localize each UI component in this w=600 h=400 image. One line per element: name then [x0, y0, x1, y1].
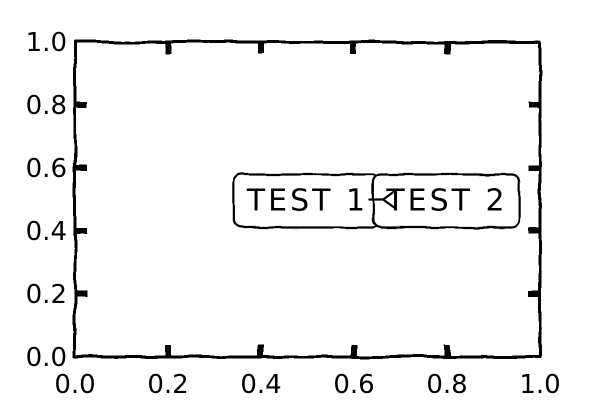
x-tick-labels: 0.0 0.2 0.4 0.6 0.8 1.0: [54, 370, 560, 400]
annotation-1: TEST 1: [232, 173, 382, 229]
x-tick-label: 1.0: [519, 370, 560, 400]
y-tick-label: 0.8: [26, 91, 67, 121]
x-tick-label: 0.4: [240, 370, 281, 400]
y-tick-label: 0.0: [26, 343, 67, 373]
x-tick-label: 0.6: [333, 370, 374, 400]
annotation-box: [372, 173, 521, 229]
annotation-text: TEST 2: [385, 184, 507, 219]
annotation-2: TEST 2: [372, 173, 521, 229]
y-tick-label: 0.4: [26, 217, 67, 247]
annotation-arrowhead: [382, 190, 396, 209]
x-tick-label: 0.8: [426, 370, 467, 400]
y-tick-label: 0.2: [26, 280, 67, 310]
plot-frame: [73, 40, 542, 359]
x-tick-label: 0.2: [147, 370, 188, 400]
axis-ticks: [75, 42, 540, 357]
x-tick-label: 0.0: [54, 370, 95, 400]
annotation-text: TEST 1: [246, 184, 368, 219]
annotations: TEST 1 TEST 2: [232, 173, 521, 229]
y-tick-label: 1.0: [26, 28, 67, 58]
y-tick-label: 0.6: [26, 154, 67, 184]
y-tick-labels: 0.0 0.2 0.4 0.6 0.8 1.0: [26, 28, 67, 373]
